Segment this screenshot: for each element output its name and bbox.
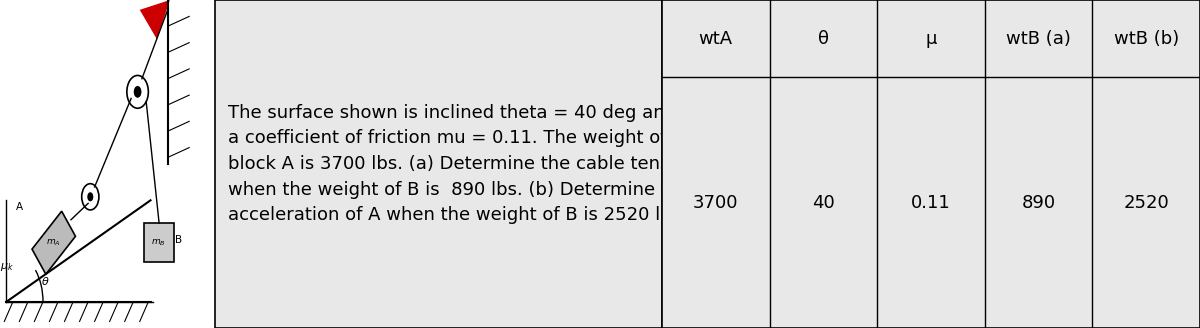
Circle shape	[133, 86, 142, 98]
Bar	[144, 223, 174, 262]
Text: wtB (a): wtB (a)	[1006, 30, 1072, 48]
Circle shape	[88, 192, 94, 201]
Text: A: A	[16, 202, 23, 212]
Text: $m_A$: $m_A$	[47, 237, 61, 248]
Text: 40: 40	[812, 194, 835, 212]
Text: wtB (b): wtB (b)	[1114, 30, 1178, 48]
Text: μ: μ	[925, 30, 937, 48]
Text: 890: 890	[1021, 194, 1056, 212]
Polygon shape	[32, 211, 76, 274]
Text: $\mu_k$: $\mu_k$	[0, 261, 14, 273]
Text: 0.11: 0.11	[911, 194, 950, 212]
Text: 3700: 3700	[694, 194, 738, 212]
Text: The surface shown is inclined theta = 40 deg and has
a coefficient of friction m: The surface shown is inclined theta = 40…	[228, 104, 714, 224]
Text: θ: θ	[818, 30, 829, 48]
Text: B: B	[175, 235, 182, 245]
Text: $\theta$: $\theta$	[41, 276, 49, 287]
Text: $m_B$: $m_B$	[151, 237, 166, 248]
Text: 2520: 2520	[1123, 194, 1169, 212]
Polygon shape	[139, 0, 170, 39]
Text: wtA: wtA	[698, 30, 733, 48]
